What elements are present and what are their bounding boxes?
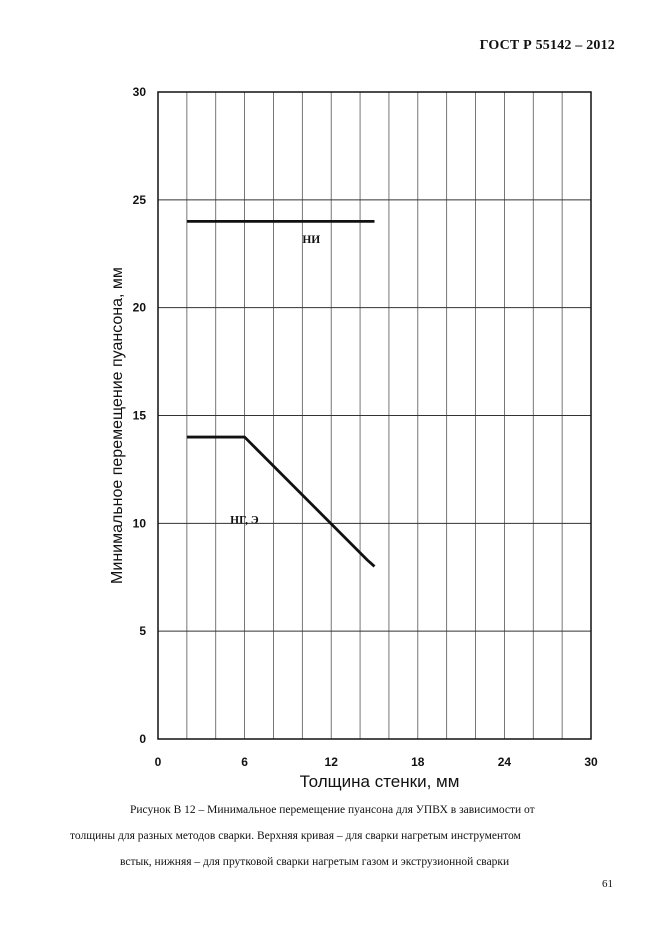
series-label: НГ, Э bbox=[230, 514, 259, 526]
series-label: НИ bbox=[302, 234, 320, 246]
y-tick-label: 20 bbox=[133, 301, 147, 315]
caption-line-1: Рисунок В 12 – Минимальное перемещение п… bbox=[130, 804, 535, 816]
y-tick-label: 0 bbox=[139, 732, 146, 746]
y-tick-label: 10 bbox=[133, 516, 147, 530]
chart-tick-labels: 0 6 12 18 24 30 0 5 10 15 20 25 30 bbox=[133, 85, 598, 769]
x-axis-label: Толщина стенки, мм bbox=[300, 772, 460, 791]
y-tick-label: 5 bbox=[139, 624, 146, 638]
x-tick-label: 0 bbox=[155, 755, 162, 769]
y-tick-label: 15 bbox=[133, 409, 147, 423]
caption-line-3: встык, нижняя – для прутковой сварки наг… bbox=[120, 856, 510, 868]
x-tick-label: 18 bbox=[411, 755, 425, 769]
x-tick-label: 30 bbox=[584, 755, 598, 769]
chart: 0 6 12 18 24 30 0 5 10 15 20 25 30 НИ НГ, Э Толщина с… bbox=[109, 85, 598, 791]
chart-series-labels: НИ НГ, Э bbox=[230, 234, 320, 526]
y-axis-label: Минимальное перемещение пуансона, мм bbox=[109, 267, 126, 584]
document-header: ГОСТ Р 55142 – 2012 bbox=[479, 38, 615, 53]
y-tick-label: 30 bbox=[133, 85, 147, 99]
page-number: 61 bbox=[602, 878, 613, 890]
chart-series bbox=[186, 219, 376, 568]
chart-grid bbox=[158, 92, 591, 739]
figure-caption: Рисунок В 12 – Минимальное перемещение п… bbox=[70, 797, 625, 875]
series-line bbox=[186, 435, 376, 568]
x-tick-label: 12 bbox=[325, 755, 339, 769]
plot-frame bbox=[157, 91, 592, 740]
chart-axes bbox=[157, 91, 592, 740]
x-tick-label: 24 bbox=[498, 755, 512, 769]
x-tick-label: 6 bbox=[241, 755, 248, 769]
caption-line-2: толщины для разных методов сварки. Верхн… bbox=[70, 830, 521, 842]
y-tick-label: 25 bbox=[133, 193, 147, 207]
